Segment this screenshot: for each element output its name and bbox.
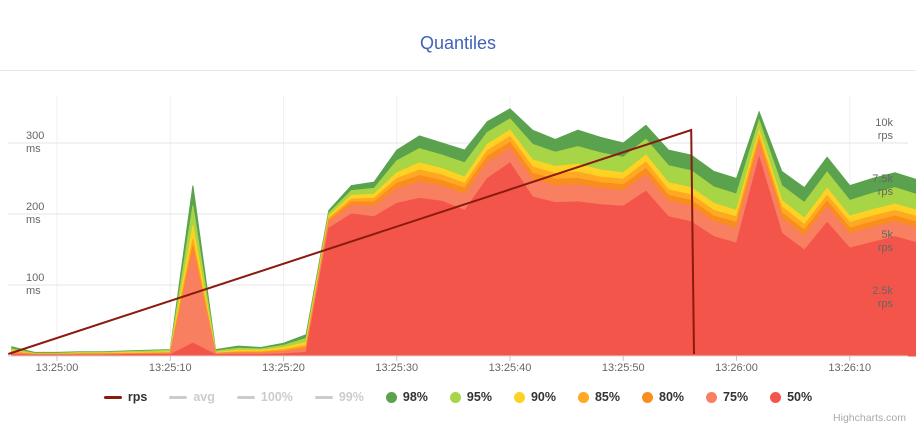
legend-label: 100% — [260, 390, 293, 404]
title-divider — [0, 70, 916, 71]
legend-item-90pct[interactable]: 90% — [513, 390, 556, 404]
legend-item-75pct[interactable]: 75% — [706, 390, 748, 404]
legend: rps avg 100% 99% 98% 95% 90% 85% 80% 75% 50% — [0, 390, 916, 404]
legend-label: 80% — [659, 390, 685, 404]
right-axis-label: 2.5k rps — [872, 285, 893, 310]
left-axis-label: 100 ms — [26, 272, 45, 297]
x-axis-label: 13:25:10 — [148, 362, 192, 374]
legend-item-100pct[interactable]: 100% — [236, 390, 293, 404]
right-axis-label: 7.5k rps — [872, 173, 893, 198]
legend-label: 85% — [594, 390, 621, 404]
legend-item-50pct[interactable]: 50% — [770, 390, 812, 404]
x-axis-label: 13:26:00 — [715, 362, 758, 374]
legend-label: 95% — [466, 390, 492, 404]
legend-item-95pct[interactable]: 95% — [449, 390, 492, 404]
legend-marker-circle — [706, 391, 718, 403]
legend-item-80pct[interactable]: 80% — [642, 390, 684, 404]
legend-marker-line — [103, 395, 122, 399]
left-axis-label: 200 ms — [26, 201, 45, 226]
legend-item-avg[interactable]: avg — [169, 390, 215, 404]
rps-line[interactable] — [7, 128, 695, 355]
legend-item-99pct[interactable]: 99% — [314, 390, 364, 404]
left-axis-label: 300 ms — [26, 130, 45, 155]
x-axis-label: 13:25:20 — [262, 362, 305, 374]
legend-marker-circle — [513, 391, 525, 403]
legend-label: avg — [193, 390, 215, 404]
legend-label: 50% — [787, 390, 813, 404]
legend-label: 90% — [530, 390, 556, 404]
legend-marker-circle — [770, 391, 782, 403]
x-axis-label: 13:25:00 — [35, 362, 79, 374]
chart-title: Quantiles — [419, 33, 497, 53]
legend-marker-circle — [642, 391, 654, 403]
legend-marker-line — [169, 395, 188, 399]
legend-item-85pct[interactable]: 85% — [577, 390, 621, 404]
right-axis-label: 5k rps — [877, 229, 893, 254]
legend-label: 99% — [338, 390, 364, 404]
legend-item-rps[interactable]: rps — [103, 390, 148, 404]
quantile-areas — [11, 108, 916, 357]
legend-marker-circle — [577, 391, 589, 403]
legend-marker-circle — [449, 391, 461, 403]
legend-marker-line — [314, 395, 333, 399]
x-axis-label: 13:25:50 — [601, 362, 645, 374]
right-axis-label: 10k rps — [875, 117, 893, 142]
x-axis-label: 13:25:30 — [375, 362, 419, 374]
legend-label: 98% — [402, 390, 428, 404]
legend-marker-line — [236, 395, 255, 399]
x-axis-label: 13:25:40 — [488, 362, 532, 374]
legend-marker-circle — [385, 391, 397, 403]
legend-label: 75% — [723, 390, 749, 404]
legend-item-98pct[interactable]: 98% — [385, 390, 428, 404]
series-area-50pct[interactable] — [11, 155, 916, 357]
highcharts-credit[interactable]: Highcharts.com — [833, 412, 906, 424]
legend-label: rps — [127, 390, 148, 404]
x-axis-label: 13:26:10 — [828, 362, 872, 374]
